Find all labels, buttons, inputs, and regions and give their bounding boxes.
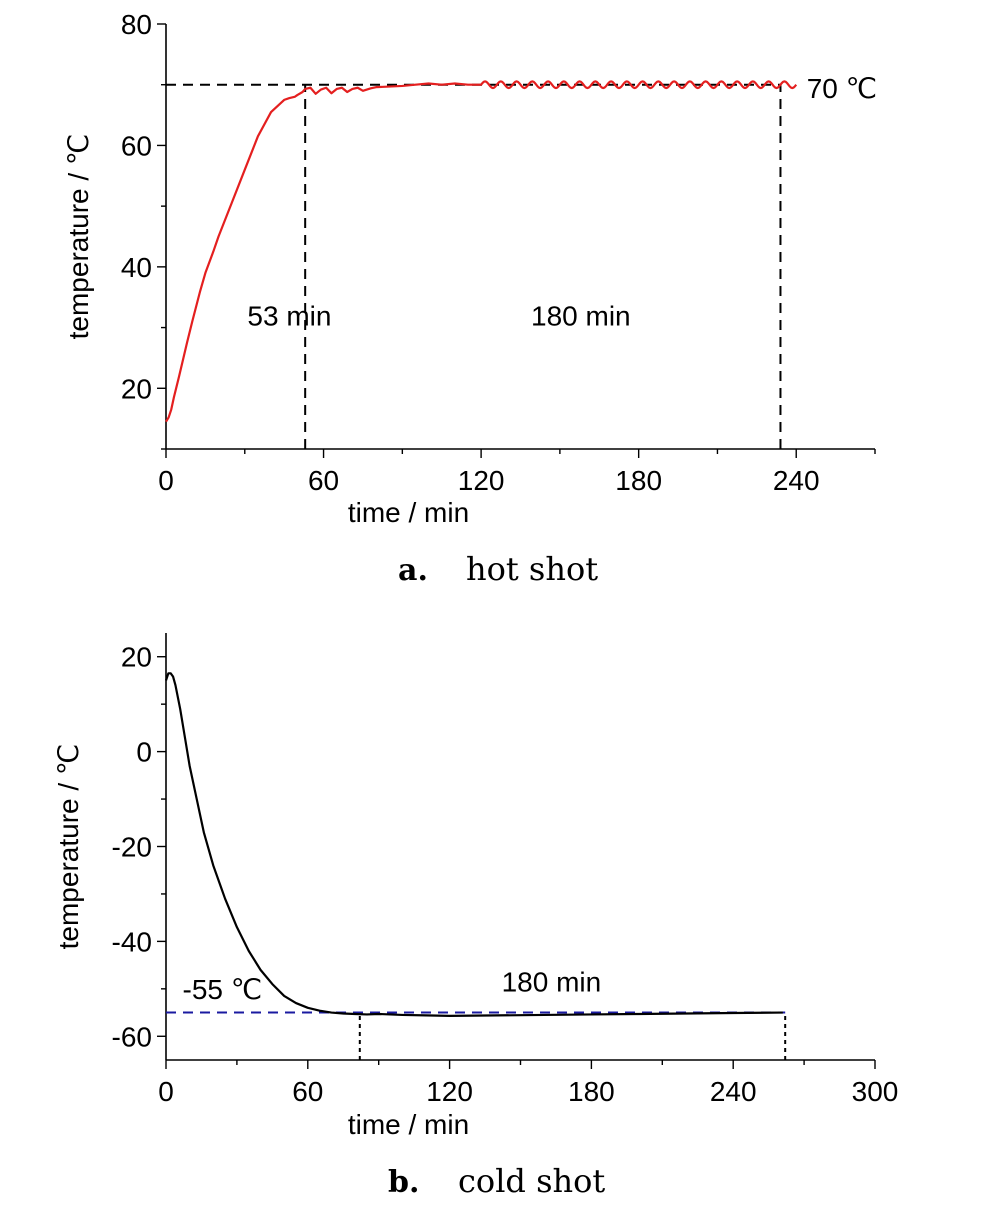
panel-a-x-axis-title: time / min bbox=[348, 497, 469, 528]
panel-b-caption-letter: b. bbox=[388, 1165, 419, 1200]
panel-a-x-tick-label: 180 bbox=[615, 465, 662, 496]
panel-a-x-tick-label: 0 bbox=[158, 465, 174, 496]
panel-b-x-tick-label: 0 bbox=[158, 1076, 174, 1107]
panel-b-y-axis-title: temperature / ℃ bbox=[53, 744, 84, 950]
panel-a-y-tick-label: 40 bbox=[121, 252, 152, 283]
panel-a-caption-text: hot shot bbox=[466, 550, 598, 588]
panel-a-annotation: 70 ℃ bbox=[807, 73, 877, 104]
panel-b-x-tick-label: 300 bbox=[852, 1076, 899, 1107]
panel-a-caption-letter: a. bbox=[398, 553, 428, 588]
panel-b-y-tick-label: 20 bbox=[121, 642, 152, 673]
panel-b-y-tick-label: -60 bbox=[112, 1021, 152, 1052]
panel-b-x-tick-label: 120 bbox=[426, 1076, 473, 1107]
panel-b-chart: 0 60 120 180 240 300 -60 -40 -20 0 20 time / min tem… bbox=[53, 633, 898, 1200]
panel-b-y-tick-label: -20 bbox=[112, 832, 152, 863]
panel-b-caption-text: cold shot bbox=[458, 1162, 605, 1200]
panel-b-annotation: -55 ℃ bbox=[183, 974, 263, 1005]
panel-a-annotation: 53 min bbox=[247, 300, 331, 331]
panel-a-y-tick-label: 60 bbox=[121, 130, 152, 161]
panel-a-annotation: 180 min bbox=[531, 300, 631, 331]
panel-a-y-tick-label: 20 bbox=[121, 373, 152, 404]
panel-b-x-tick-label: 240 bbox=[710, 1076, 757, 1107]
panel-b-x-axis-title: time / min bbox=[348, 1109, 469, 1140]
panel-b-annotation: 180 min bbox=[502, 967, 602, 998]
panel-b-y-tick-label: -40 bbox=[112, 926, 152, 957]
panel-a-y-tick-label: 80 bbox=[121, 9, 152, 40]
panel-b-x-tick-label: 180 bbox=[568, 1076, 615, 1107]
panel-b-x-tick-label: 60 bbox=[292, 1076, 323, 1107]
panel-a-chart: 0 60 120 180 240 20 40 60 80 time / min temperatur… bbox=[63, 9, 877, 588]
panel-b-y-tick-label: 0 bbox=[136, 737, 152, 768]
panel-a-series-line bbox=[165, 80, 798, 423]
panel-a-x-tick-label: 60 bbox=[308, 465, 339, 496]
panel-b-series-line bbox=[164, 672, 783, 1017]
panel-a-x-tick-label: 240 bbox=[773, 465, 820, 496]
panel-a-x-tick-label: 120 bbox=[458, 465, 505, 496]
panel-a-y-axis-title: temperature / ℃ bbox=[63, 134, 94, 340]
